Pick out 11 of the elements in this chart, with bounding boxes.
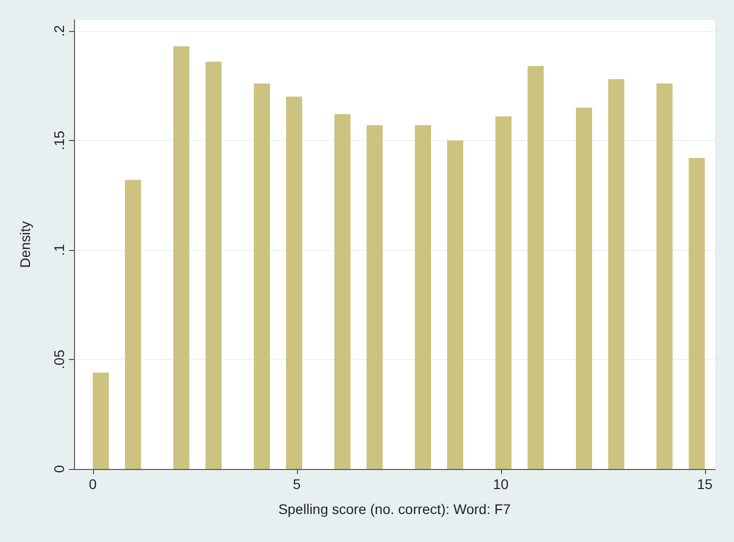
x-tick-label: 5 bbox=[292, 476, 301, 492]
y-tick-label: .1 bbox=[51, 244, 67, 256]
y-tick-label: .2 bbox=[51, 24, 67, 37]
y-tick-label: .05 bbox=[51, 350, 67, 370]
y-tick-label: 0 bbox=[51, 464, 67, 473]
x-tick-label: 10 bbox=[493, 476, 509, 492]
x-tick-label: 0 bbox=[88, 476, 97, 492]
x-tick-label: 15 bbox=[697, 476, 713, 492]
y-axis-title: Density bbox=[17, 221, 33, 268]
x-axis-title: Spelling score (no. correct): Word: F7 bbox=[278, 501, 511, 517]
y-tick-label: .15 bbox=[51, 130, 67, 150]
